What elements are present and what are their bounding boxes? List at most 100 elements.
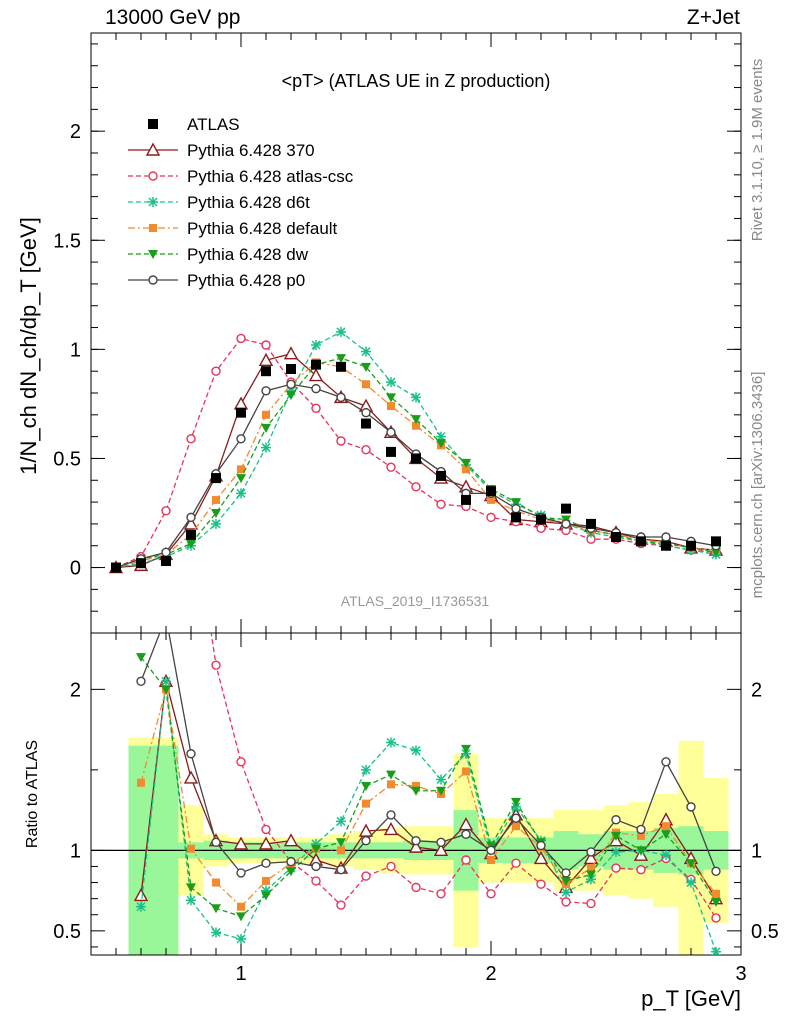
ratio-point-pythia-6-428-370 [133, 887, 149, 902]
header-right: Z+Jet [686, 6, 740, 29]
ratio-point-pythia-6-428-dw [161, 685, 171, 695]
ratio-point-pythia-6-428-atlas-csc [261, 824, 271, 835]
point-pythia-6-428-dw [261, 423, 271, 433]
ratio-point-pythia-6-428-p0 [136, 676, 146, 686]
ratio-point-pythia-6-428-p0 [211, 837, 221, 847]
legend-label: Pythia 6.428 atlas-csc [187, 167, 354, 186]
ratio-point-pythia-6-428-atlas-csc [486, 889, 496, 899]
ratio-point-pythia-6-428-p0 [162, 613, 170, 621]
ratio-point-pythia-6-428-atlas-csc [586, 898, 596, 909]
ratio-point-pythia-6-428-atlas-csc [236, 757, 246, 767]
point-atlas [611, 532, 621, 542]
point-atlas [461, 494, 471, 505]
point-atlas [336, 361, 346, 372]
point-pythia-6-428-d6t [361, 346, 371, 357]
ratio-point-pythia-6-428-370 [383, 821, 399, 836]
ratio-point-pythia-6-428-d6t [186, 895, 196, 906]
legend-marker [149, 224, 157, 232]
ratio-point-pythia-6-428-370 [183, 770, 199, 784]
ratio-point-pythia-6-428-default [362, 799, 370, 808]
ratio-line-pythia-6-428-d6t [140, 681, 717, 953]
ratio-point-pythia-6-428-atlas-csc [511, 858, 521, 868]
y-tick-label: 2 [751, 679, 762, 701]
point-atlas [411, 453, 421, 464]
point-atlas [486, 486, 496, 497]
point-atlas [236, 407, 246, 418]
ratio-axis-label: Ratio to ATLAS [24, 740, 41, 848]
y-tick-label: 1 [70, 339, 81, 361]
ratio-point-pythia-6-428-default [137, 778, 145, 787]
point-pythia-6-428-default [412, 421, 420, 430]
point-atlas [511, 512, 521, 523]
ratio-point-pythia-6-428-d6t [236, 933, 246, 944]
point-pythia-6-428-default [462, 465, 470, 474]
point-atlas [286, 364, 296, 374]
point-pythia-6-428-atlas-csc [386, 462, 396, 472]
ratio-point-pythia-6-428-default [337, 846, 345, 855]
point-atlas [586, 518, 596, 529]
ratio-point-pythia-6-428-d6t [211, 927, 221, 938]
ratio-point-pythia-6-428-370 [408, 839, 424, 853]
point-pythia-6-428-dw [236, 474, 246, 484]
ratio-point-pythia-6-428-default [462, 767, 470, 776]
ratio-point-pythia-6-428-p0 [336, 864, 346, 875]
ratio-point-pythia-6-428-p0 [661, 757, 671, 767]
ratio-point-pythia-6-428-default [637, 831, 645, 840]
point-pythia-6-428-atlas-csc [336, 436, 346, 446]
legend-item-pythia-6-428-atlas-csc: Pythia 6.428 atlas-csc [128, 167, 354, 186]
point-pythia-6-428-atlas-csc [486, 512, 496, 523]
ratio-point-pythia-6-428-p0 [411, 835, 421, 846]
mcplots-label: mcplots.cern.ch [arXiv:1306.3436] [749, 372, 766, 599]
point-pythia-6-428-d6t [261, 442, 271, 453]
x-tick-label: 3 [735, 963, 746, 985]
point-pythia-6-428-atlas-csc [211, 366, 221, 376]
point-pythia-6-428-p0 [186, 512, 196, 523]
point-atlas [261, 366, 271, 377]
point-pythia-6-428-dw [336, 354, 346, 364]
y-tick-label: 1 [751, 840, 762, 862]
ratio-point-pythia-6-428-370 [433, 842, 449, 857]
ratio-point-pythia-6-428-atlas-csc [386, 861, 396, 872]
y-tick-label: 0.5 [53, 921, 81, 943]
ratio-line-pythia-6-428-dw [140, 656, 717, 918]
point-pythia-6-428-default [387, 402, 395, 411]
legend-label: Pythia 6.428 370 [187, 141, 315, 160]
ratio-point-pythia-6-428-atlas-csc [162, 444, 170, 452]
point-pythia-6-428-370 [308, 368, 324, 382]
point-atlas [561, 503, 571, 514]
header-left: 13000 GeV pp [105, 6, 241, 29]
point-pythia-6-428-dw [186, 539, 196, 549]
legend-label: Pythia 6.428 d6t [187, 193, 310, 212]
legend-item-pythia-6-428-370: Pythia 6.428 370 [128, 141, 315, 160]
point-pythia-6-428-dw [386, 393, 396, 403]
legend-marker [145, 142, 161, 156]
point-atlas [161, 556, 171, 566]
point-pythia-6-428-atlas-csc [161, 506, 171, 516]
ratio-point-pythia-6-428-atlas-csc [361, 871, 371, 881]
legend-item-atlas: ATLAS [148, 115, 240, 134]
point-pythia-6-428-atlas-csc [536, 523, 546, 533]
ratio-point-pythia-6-428-d6t [561, 887, 571, 898]
legend: ATLAS Pythia 6.428 370 Pythia 6.428 atlas-… [128, 115, 354, 290]
ratio-point-pythia-6-428-p0 [311, 861, 321, 872]
ratio-point-pythia-6-428-atlas-csc [411, 882, 421, 893]
ratio-point-pythia-6-428-default [262, 876, 270, 885]
point-pythia-6-428-dw [461, 458, 471, 468]
point-pythia-6-428-dw [711, 548, 721, 558]
point-pythia-6-428-dw [511, 498, 521, 508]
ratio-point-pythia-6-428-atlas-csc [436, 889, 446, 899]
ratio-point-pythia-6-428-default [712, 889, 720, 898]
point-pythia-6-428-dw [361, 362, 371, 372]
ratio-point-pythia-6-428-dw [611, 831, 621, 841]
legend-label: Pythia 6.428 default [187, 219, 338, 238]
point-pythia-6-428-370 [183, 516, 199, 530]
ratio-point-pythia-6-428-atlas-csc [211, 660, 221, 670]
ratio-point-pythia-6-428-d6t [136, 901, 146, 912]
ratio-point-pythia-6-428-dw [386, 770, 396, 780]
ratio-point-pythia-6-428-p0 [561, 868, 571, 878]
ratio-point-pythia-6-428-p0 [386, 810, 396, 820]
ratio-point-pythia-6-428-atlas-csc [636, 864, 646, 875]
point-atlas [386, 446, 396, 457]
ratio-point-pythia-6-428-default [237, 902, 245, 911]
point-atlas [636, 536, 646, 547]
